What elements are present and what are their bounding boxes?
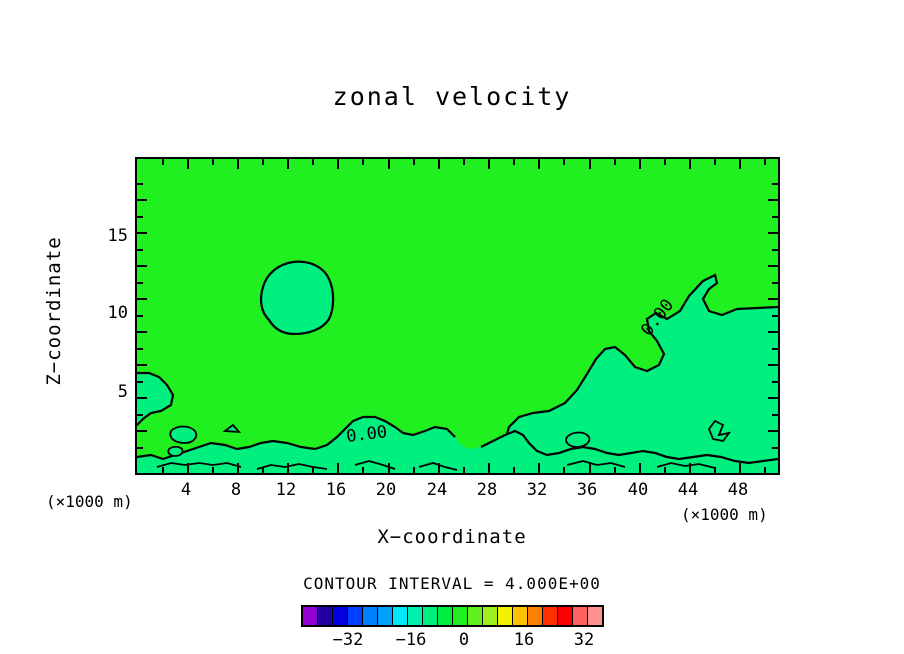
colorbar-swatch-17 bbox=[558, 607, 573, 625]
contour-label-gap-right bbox=[696, 280, 704, 288]
contour-line-bottom-band-2 bbox=[480, 429, 778, 465]
x-axis-label: X−coordinate bbox=[377, 526, 527, 548]
contour-region-central-blob bbox=[259, 260, 335, 336]
colorbar-swatch-0 bbox=[303, 607, 318, 625]
colorbar-swatch-11 bbox=[468, 607, 483, 625]
colorbar-swatch-15 bbox=[528, 607, 543, 625]
x-tick-label-8: 8 bbox=[230, 480, 242, 500]
axis-ticks-left bbox=[137, 183, 147, 449]
contour-label-bottom: 0.00 bbox=[345, 422, 388, 447]
colorbar-swatch-18 bbox=[573, 607, 588, 625]
contour-plot-area: 0.00 0.00 bbox=[135, 157, 780, 475]
colorbar-swatch-6 bbox=[393, 607, 408, 625]
colorbar-swatch-4 bbox=[363, 607, 378, 625]
colorbar-swatch-19 bbox=[588, 607, 602, 625]
contour-island-5 bbox=[707, 419, 732, 442]
y-tick-label-10: 10 bbox=[107, 303, 128, 323]
x-tick-label-48: 48 bbox=[727, 480, 749, 500]
page-title: zonal velocity bbox=[332, 82, 572, 111]
colorbar-swatch-13 bbox=[498, 607, 513, 625]
y-tick-label-15: 15 bbox=[107, 226, 128, 246]
colorbar bbox=[301, 605, 604, 627]
contour-detail-bottom-6 bbox=[656, 462, 716, 469]
axis-ticks-top bbox=[162, 159, 766, 169]
x-tick-label-44: 44 bbox=[677, 480, 699, 500]
contour-line-bottom-band bbox=[137, 415, 456, 461]
contour-region-bottom-band bbox=[137, 417, 778, 473]
colorbar-swatch-7 bbox=[408, 607, 423, 625]
colorbar-swatch-9 bbox=[438, 607, 453, 625]
x-axis-units: (×1000 m) bbox=[681, 505, 768, 524]
colorbar-tick-neg16: −16 bbox=[395, 630, 427, 650]
colorbar-swatch-1 bbox=[318, 607, 333, 625]
contour-region-right-wedge bbox=[505, 275, 778, 473]
contour-detail-bottom-5 bbox=[566, 460, 626, 468]
contour-island-4 bbox=[565, 431, 591, 448]
contour-line-left-lobe bbox=[137, 371, 175, 426]
x-tick-label-12: 12 bbox=[275, 480, 297, 500]
contour-plot-svg: 0.00 0.00 bbox=[137, 159, 778, 473]
y-axis-units: (×1000 m) bbox=[46, 492, 133, 511]
colorbar-swatch-2 bbox=[333, 607, 348, 625]
contour-interval-text: CONTOUR INTERVAL = 4.000E+00 bbox=[303, 574, 601, 593]
colorbar-tick-32: 32 bbox=[573, 630, 595, 650]
contour-island-2 bbox=[167, 445, 184, 457]
x-tick-label-36: 36 bbox=[576, 480, 598, 500]
colorbar-swatch-16 bbox=[543, 607, 558, 625]
colorbar-tick-16: 16 bbox=[513, 630, 535, 650]
axis-ticks-right bbox=[768, 183, 778, 449]
colorbar-tick-neg32: −32 bbox=[332, 630, 364, 650]
x-tick-label-40: 40 bbox=[627, 480, 649, 500]
x-tick-label-20: 20 bbox=[375, 480, 397, 500]
colorbar-tick-zero: 0 bbox=[458, 630, 470, 650]
colorbar-swatch-3 bbox=[348, 607, 363, 625]
x-tick-label-28: 28 bbox=[476, 480, 498, 500]
colorbar-swatch-10 bbox=[453, 607, 468, 625]
contour-line-right-wedge bbox=[503, 273, 778, 473]
contour-region-left-lobe bbox=[137, 373, 173, 425]
y-axis-label: Z−coordinate bbox=[43, 236, 65, 386]
contour-detail-bottom-2 bbox=[256, 463, 328, 470]
x-tick-label-24: 24 bbox=[426, 480, 448, 500]
colorbar-swatch-8 bbox=[423, 607, 438, 625]
y-tick-label-5: 5 bbox=[117, 382, 128, 402]
contour-detail-bottom-1 bbox=[156, 462, 242, 468]
colorbar-swatch-14 bbox=[513, 607, 528, 625]
colorbar-swatch-5 bbox=[378, 607, 393, 625]
contour-island-1 bbox=[169, 425, 198, 444]
x-tick-label-16: 16 bbox=[325, 480, 347, 500]
colorbar-swatch-12 bbox=[483, 607, 498, 625]
x-tick-label-32: 32 bbox=[526, 480, 548, 500]
x-tick-label-4: 4 bbox=[180, 480, 192, 500]
axis-ticks-bottom bbox=[162, 463, 766, 473]
contour-island-3 bbox=[222, 423, 242, 434]
